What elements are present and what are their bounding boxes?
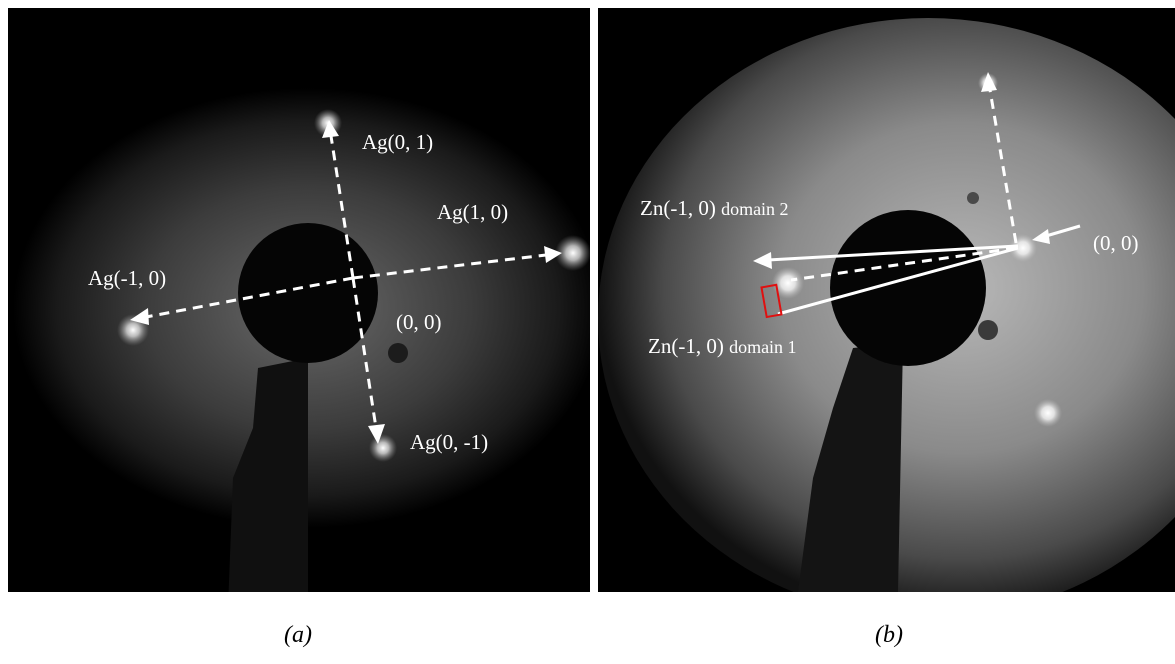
label-origin-b: (0, 0) bbox=[1093, 231, 1139, 255]
highlight-box bbox=[760, 283, 783, 319]
label-zn-domain-1-index: Zn(-1, 0) bbox=[648, 334, 724, 358]
spot-ag-1-0 bbox=[555, 235, 590, 271]
label-zn-domain-2-index: Zn(-1, 0) bbox=[640, 196, 716, 220]
dark-spot bbox=[967, 192, 979, 204]
solid-arrow-domain-2 bbox=[767, 244, 1019, 262]
arrow-to-ag-1-0 bbox=[352, 253, 547, 280]
dashed-arrow-up bbox=[988, 89, 1018, 244]
label-zn-domain-2: Zn(-1, 0) domain 2 bbox=[640, 198, 789, 219]
arrowhead-down bbox=[368, 424, 385, 444]
arrowhead-domain-2 bbox=[753, 252, 772, 269]
label-ag-0-m1: Ag(0, -1) bbox=[410, 430, 489, 454]
electron-gun-shadow bbox=[238, 223, 378, 363]
sample-holder-arm bbox=[228, 358, 308, 592]
arrowhead-up bbox=[981, 72, 997, 92]
sample-holder-arm bbox=[798, 343, 903, 592]
label-zn-domain-1-name: domain 1 bbox=[729, 337, 797, 357]
leed-image-a bbox=[8, 8, 590, 592]
spot-ag-0-m1 bbox=[369, 434, 397, 462]
label-zn-domain-2-name: domain 2 bbox=[721, 199, 789, 219]
leed-pattern-a: Ag(0, 1) Ag(1, 0) Ag(-1, 0) (0, 0) Ag(0,… bbox=[8, 8, 590, 592]
dark-spot bbox=[388, 343, 408, 363]
arrowhead-up bbox=[322, 120, 339, 138]
arrowhead-left bbox=[130, 308, 149, 325]
arrow-to-ag-0-m1 bbox=[351, 277, 378, 429]
arrowhead-origin bbox=[1032, 229, 1050, 244]
solid-line-domain-1 bbox=[777, 246, 1019, 316]
leed-image-b bbox=[598, 8, 1175, 592]
label-ag-1-0: Ag(1, 0) bbox=[437, 200, 509, 224]
label-zn-domain-1: Zn(-1, 0) domain 1 bbox=[648, 336, 797, 357]
label-ag-0-1: Ag(0, 1) bbox=[362, 130, 434, 154]
leed-pattern-b: Zn(-1, 0) domain 2 Zn(-1, 0) domain 1 (0… bbox=[598, 8, 1175, 592]
caption-b: (b) bbox=[875, 622, 903, 648]
caption-a: (a) bbox=[284, 622, 312, 648]
spot-zn-domain bbox=[772, 267, 804, 299]
label-ag-m1-0: Ag(-1, 0) bbox=[88, 266, 167, 290]
arrowhead-right bbox=[544, 246, 562, 263]
spot-lower-right bbox=[1034, 399, 1062, 427]
dark-spot bbox=[978, 320, 998, 340]
dashed-line-to-zn bbox=[790, 246, 1017, 282]
arrow-to-ag-0-1 bbox=[329, 135, 355, 279]
pointer-origin bbox=[1045, 224, 1081, 238]
label-origin-a: (0, 0) bbox=[396, 310, 442, 334]
arrow-to-ag-m1-0 bbox=[145, 276, 354, 319]
electron-gun-shadow bbox=[830, 210, 986, 366]
